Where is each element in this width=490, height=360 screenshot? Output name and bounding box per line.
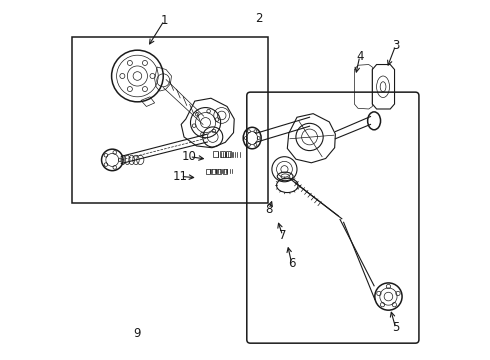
- Text: 1: 1: [161, 14, 168, 27]
- Text: 9: 9: [134, 327, 141, 339]
- Text: 4: 4: [356, 50, 364, 63]
- Text: 10: 10: [182, 150, 197, 163]
- Text: 2: 2: [256, 12, 263, 25]
- Text: 7: 7: [279, 229, 286, 242]
- Text: 3: 3: [392, 39, 399, 52]
- Text: 6: 6: [288, 257, 295, 270]
- Text: 8: 8: [266, 203, 273, 216]
- Text: 5: 5: [392, 321, 399, 334]
- Text: 11: 11: [173, 170, 188, 183]
